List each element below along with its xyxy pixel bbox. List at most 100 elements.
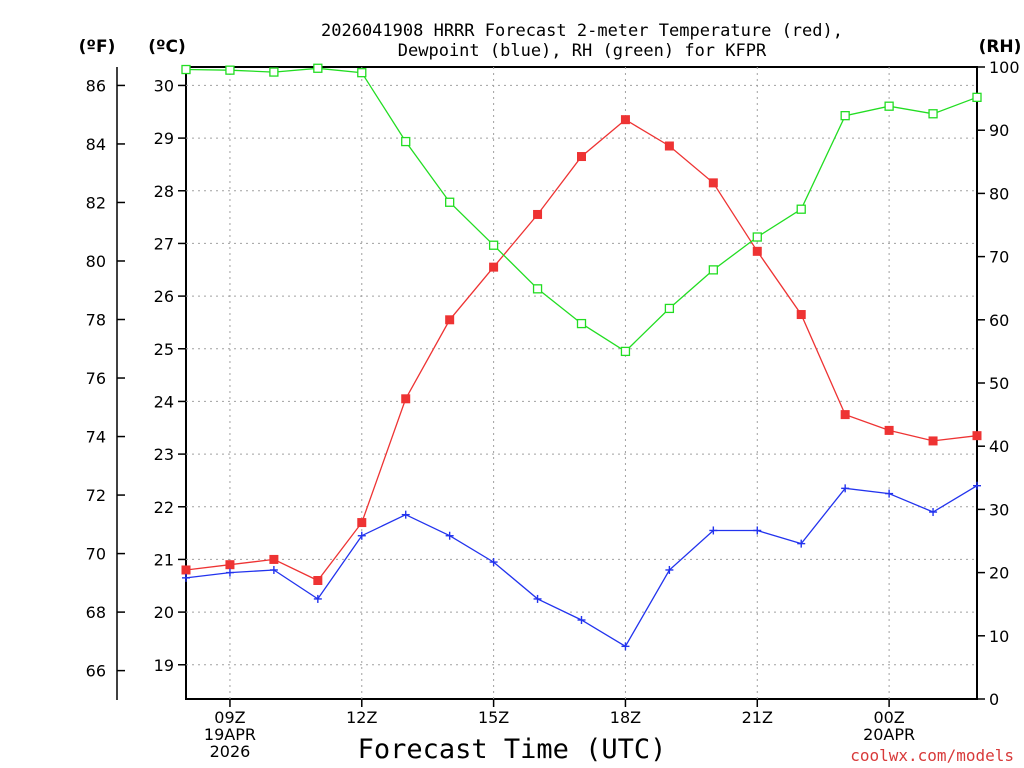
rh-point (884, 101, 894, 111)
rh-tick-label: 0 (989, 690, 999, 709)
dewpoint-point (753, 526, 762, 535)
rh-point (181, 64, 191, 75)
dewpoint-point (357, 531, 366, 540)
rh-point (313, 63, 323, 73)
x-tick-label: 09Z (214, 708, 245, 727)
unit-label-rh: (RH) (979, 37, 1022, 57)
dewpoint-point (665, 565, 674, 574)
f-tick-label: 72 (86, 486, 106, 505)
c-tick-label: 23 (154, 445, 174, 464)
f-tick-label: 76 (86, 369, 106, 388)
rh-point (840, 111, 850, 121)
temperature-point (620, 115, 630, 125)
c-tick-label: 20 (154, 603, 174, 622)
rh-point (796, 204, 806, 214)
temperature-point (181, 565, 191, 575)
temperature-point (401, 394, 411, 404)
rh-line (185, 67, 978, 353)
rh-point (401, 136, 411, 147)
c-tick-label: 21 (154, 550, 174, 569)
x-tick-label: 15Z (478, 708, 509, 727)
dewpoint-point (841, 484, 850, 493)
rh-tick-label: 90 (989, 121, 1009, 140)
dewpoint-point (973, 481, 981, 490)
dewpoint-point (269, 565, 278, 574)
c-tick-label: 22 (154, 498, 174, 517)
x-tick-label: 19APR (204, 725, 256, 744)
f-tick-label: 82 (86, 193, 106, 212)
c-tick-label: 29 (154, 129, 174, 148)
x-tick-label: 00Z (873, 708, 904, 727)
rh-point (972, 92, 982, 102)
c-tick-label: 25 (154, 340, 174, 359)
x-tick-label: 21Z (742, 708, 773, 727)
rh-point (445, 197, 455, 207)
f-tick-label: 70 (86, 545, 106, 564)
data-series (181, 63, 982, 651)
plot-frame (185, 66, 978, 700)
unit-label-fahrenheit: (ºF) (79, 37, 116, 57)
temperature-point (708, 178, 718, 188)
rh-tick-label: 40 (989, 437, 1009, 456)
rh-tick-label: 60 (989, 311, 1009, 330)
dewpoint-point (313, 594, 322, 603)
temperature-point (269, 554, 279, 564)
temperature-point (313, 576, 323, 585)
temperature-point (664, 141, 674, 151)
temperature-point (928, 436, 938, 446)
dewpoint-point (489, 558, 498, 567)
grid (186, 67, 977, 699)
x-tick-label: 12Z (346, 708, 377, 727)
temperature-point (840, 410, 850, 420)
f-tick-label: 78 (86, 311, 106, 330)
c-tick-label: 24 (154, 392, 174, 411)
rh-point (225, 65, 235, 75)
c-tick-label: 28 (154, 182, 174, 201)
temperature-point (357, 518, 367, 528)
temperature-point (489, 262, 499, 272)
rh-point (928, 109, 938, 119)
f-tick-label: 80 (86, 252, 106, 271)
temperature-point (796, 310, 806, 320)
rh-point (357, 68, 367, 78)
credit-text: coolwx.com/models (850, 746, 1014, 765)
dewpoint-point (929, 508, 938, 517)
rh-tick-label: 50 (989, 374, 1009, 393)
temperature-point (972, 431, 982, 441)
dewpoint-point (225, 568, 234, 577)
dewpoint-point (577, 616, 586, 624)
dewpoint-point (621, 642, 630, 651)
axis-ticks: 19 20 21 22 23 24 25 26 27 28 29 30 66 68 70 72 74 76 78 80… (86, 58, 1020, 761)
rh-point (488, 240, 499, 250)
x-tick-label: 20APR (863, 725, 915, 744)
f-tick-label: 86 (86, 76, 106, 95)
rh-point (620, 346, 631, 357)
temperature-line (185, 118, 978, 582)
rh-tick-label: 30 (989, 500, 1009, 519)
dewpoint-point (885, 489, 894, 498)
f-tick-label: 68 (86, 603, 106, 622)
rh-point (664, 303, 675, 314)
rh-tick-label: 70 (989, 248, 1009, 267)
chart-title-line1: 2026041908 HRRR Forecast 2-meter Tempera… (321, 21, 843, 41)
x-axis-title: Forecast Time (UTC) (358, 734, 667, 765)
temperature-point (445, 315, 455, 325)
rh-point (532, 284, 543, 294)
rh-point (708, 265, 718, 275)
x-tick-label: 18Z (610, 708, 641, 727)
dewpoint-point (533, 594, 542, 603)
temperature-point (577, 152, 586, 162)
dewpoint-point (709, 526, 718, 535)
rh-point (576, 318, 587, 329)
f-tick-label: 84 (86, 135, 106, 154)
chart-title-line2: Dewpoint (blue), RH (green) for KFPR (398, 41, 767, 61)
dewpoint-point (182, 573, 190, 582)
temperature-point (884, 425, 894, 435)
dewpoint-point (401, 510, 410, 519)
f-tick-label: 74 (86, 428, 106, 447)
f-tick-label: 66 (86, 662, 106, 681)
rh-tick-label: 10 (989, 627, 1009, 646)
rh-tick-label: 100 (989, 58, 1020, 77)
x-tick-label: 2026 (210, 742, 251, 761)
